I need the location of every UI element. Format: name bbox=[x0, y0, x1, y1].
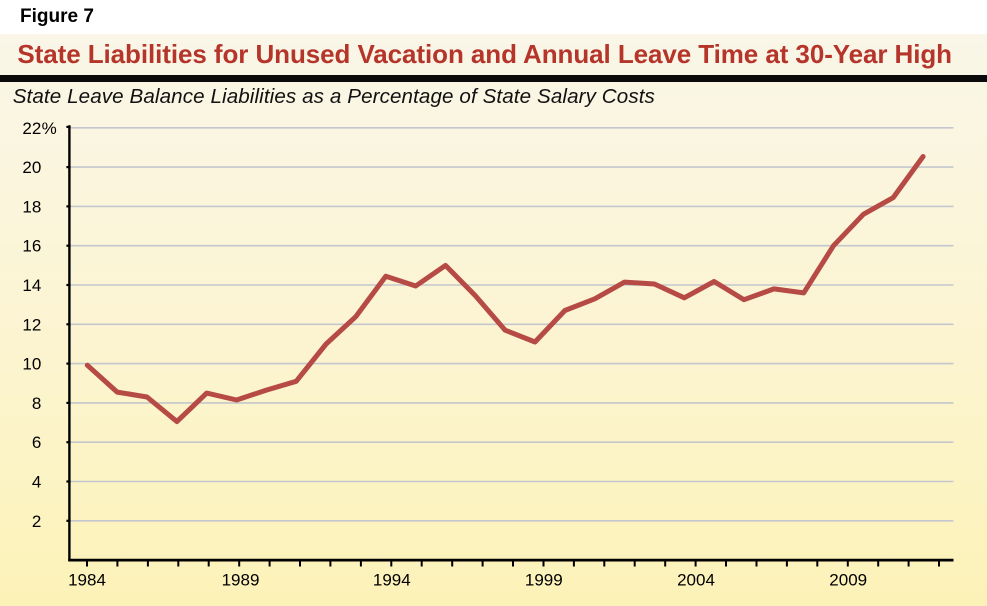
svg-text:1989: 1989 bbox=[222, 571, 260, 590]
svg-text:14: 14 bbox=[22, 276, 41, 295]
svg-text:1999: 1999 bbox=[525, 571, 563, 590]
svg-text:8: 8 bbox=[32, 394, 41, 413]
svg-text:16: 16 bbox=[22, 237, 41, 256]
svg-text:%: % bbox=[42, 119, 57, 138]
svg-text:12: 12 bbox=[22, 315, 41, 334]
svg-text:18: 18 bbox=[22, 197, 41, 216]
svg-text:1984: 1984 bbox=[68, 571, 106, 590]
svg-text:22: 22 bbox=[22, 119, 41, 138]
svg-text:20: 20 bbox=[22, 158, 41, 177]
svg-text:2: 2 bbox=[32, 512, 41, 531]
svg-text:2004: 2004 bbox=[677, 571, 715, 590]
svg-text:1994: 1994 bbox=[373, 571, 411, 590]
svg-text:2009: 2009 bbox=[829, 571, 867, 590]
svg-text:10: 10 bbox=[22, 355, 41, 374]
svg-text:4: 4 bbox=[32, 473, 41, 492]
svg-text:6: 6 bbox=[32, 433, 41, 452]
